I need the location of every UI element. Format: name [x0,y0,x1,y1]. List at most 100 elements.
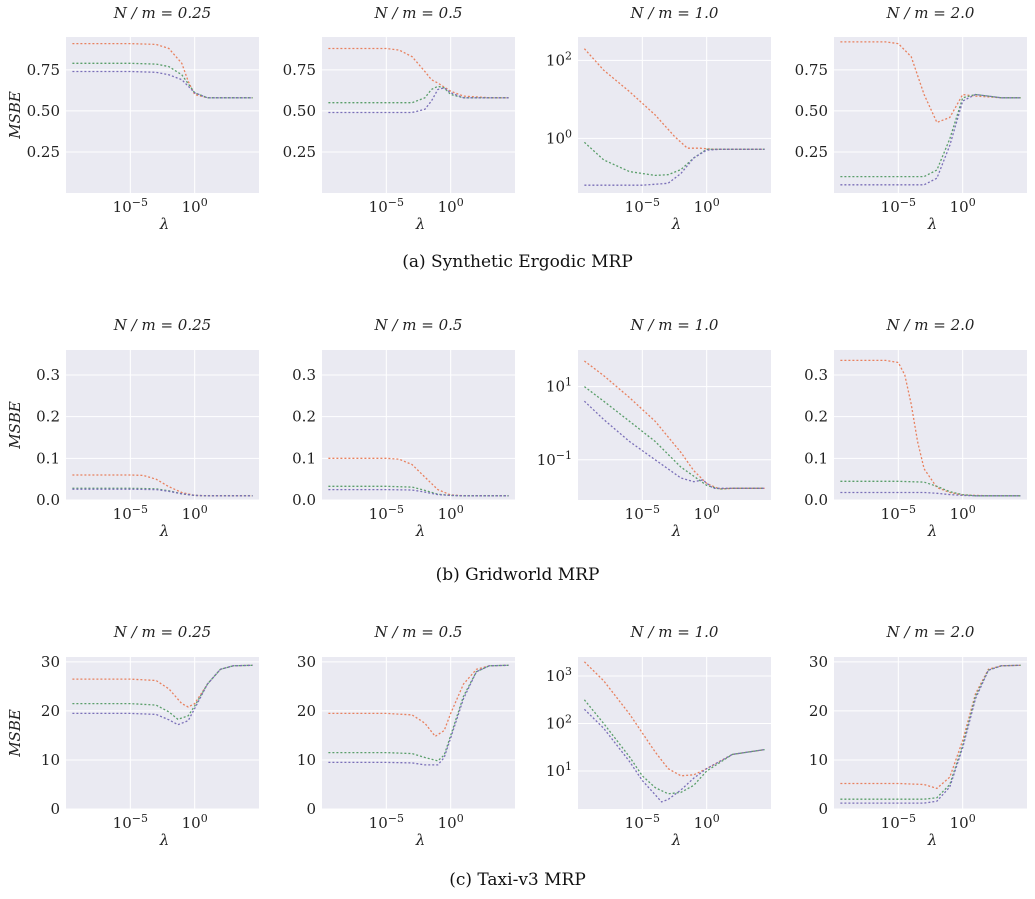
x-axis-label: λ [415,215,426,233]
plot-background [66,350,259,500]
y-tick-label: 0.25 [27,143,60,161]
panel-1-2: 10−5 100 10−1 101 N / m = 1.0 λ [537,316,771,540]
x-tick-label: 10−5 [625,503,660,523]
y-tick-label: 100 [546,127,572,147]
x-axis-label: λ [671,831,682,849]
x-axis-label: λ [159,215,170,233]
panel-title: N / m = 2.0 [886,316,975,334]
y-tick-label: 20 [809,702,828,720]
y-tick-label: 0.1 [804,449,828,467]
x-tick-label: 10−5 [369,503,404,523]
panel-2-2: 10−5 100 101 102 103 N / m = 1.0 λ [546,623,771,849]
x-axis-label: λ [415,831,426,849]
y-tick-label: 20 [41,702,60,720]
y-axis-label: MSBE [6,401,24,450]
x-tick-label: 100 [950,812,976,832]
plot-background [834,350,1027,500]
y-tick-label: 0.2 [804,408,828,426]
series-line [328,87,509,114]
panel-0-0: 10−5 100 0.25 0.50 0.75 N / m = 0.25 λ MSBE [6,4,259,233]
series-line [328,664,509,738]
series-line [583,400,765,489]
y-tick-label: 10 [41,751,60,769]
panel-title: N / m = 2.0 [886,623,975,641]
y-tick-label: 30 [41,653,60,671]
y-tick-label: 0.25 [283,143,316,161]
y-tick-label: 0.3 [36,366,60,384]
x-axis-label: λ [927,215,938,233]
y-tick-label: 0.75 [283,61,316,79]
x-tick-label: 100 [438,196,464,216]
x-tick-label: 10−5 [625,196,660,216]
x-axis-label: λ [671,522,682,540]
panel-title: N / m = 1.0 [630,623,719,641]
series-line [584,148,765,186]
panel-2-1: 10−5 100 0 10 20 30 N / m = 0.5 λ [297,623,515,849]
series-line [584,360,765,490]
plot-background [322,350,515,500]
y-tick-label: 0.50 [27,102,60,120]
y-tick-label: 0.0 [804,491,828,509]
panel-2-0: 10−5 100 0 10 20 30 N / m = 0.25 λ MSBE [6,623,259,849]
series-line [840,41,1021,124]
series-line [583,699,765,795]
x-tick-label: 10−5 [881,196,916,216]
y-tick-label: 10 [297,751,316,769]
series-line [72,62,253,99]
y-tick-label: 10 [809,751,828,769]
y-tick-label: 0.1 [292,449,316,467]
panel-1-0: 10−5 100 0.0 0.1 0.2 0.3 N / m = 0.25 λ MSBE [6,316,259,540]
y-tick-label: 0.1 [36,449,60,467]
series-line [583,661,765,777]
x-tick-label: 100 [438,503,464,523]
plot-background [578,350,771,500]
x-tick-label: 100 [182,196,208,216]
plot-background [66,37,259,193]
x-tick-label: 100 [438,812,464,832]
plot-background [66,657,259,809]
y-tick-label: 0.3 [292,366,316,384]
plot-background [322,37,515,193]
y-tick-label: 102 [546,713,572,733]
series-line [328,47,509,99]
panel-title: N / m = 0.5 [374,623,463,641]
x-tick-label: 10−5 [113,196,148,216]
y-tick-label: 0 [306,800,316,818]
y-tick-label: 0 [818,800,828,818]
y-axis-label: MSBE [6,709,24,758]
x-tick-label: 10−5 [881,812,916,832]
x-tick-label: 100 [182,503,208,523]
panel-0-2: 10−5 100 100 102 N / m = 1.0 λ [546,4,771,233]
plot-background [578,37,771,193]
plot-background [834,37,1027,193]
x-axis-label: λ [159,522,170,540]
y-tick-label: 103 [546,665,572,685]
y-tick-label: 0.2 [292,408,316,426]
plot-background [578,657,771,809]
y-tick-label: 0.75 [795,61,828,79]
y-tick-label: 101 [546,760,572,780]
panel-0-3: 10−5 100 0.25 0.50 0.75 N / m = 2.0 λ [795,4,1027,233]
y-tick-label: 0.25 [795,143,828,161]
y-tick-label: 0.50 [283,102,316,120]
y-tick-label: 102 [546,49,572,69]
x-tick-label: 100 [182,812,208,832]
panel-1-1: 10−5 100 0.0 0.1 0.2 0.3 N / m = 0.5 λ [292,316,515,540]
x-axis-label: λ [927,522,938,540]
panel-0-1: 10−5 100 0.25 0.50 0.75 N / m = 0.5 λ [283,4,515,233]
panel-title: N / m = 0.25 [113,623,211,641]
x-tick-label: 100 [694,503,720,523]
panel-title: N / m = 2.0 [886,4,975,22]
panel-title: N / m = 0.25 [113,316,211,334]
x-axis-label: λ [415,522,426,540]
y-tick-label: 30 [809,653,828,671]
x-tick-label: 10−5 [113,503,148,523]
series-line [328,664,509,762]
y-tick-label: 0.0 [292,491,316,509]
panel-title: N / m = 0.5 [374,4,463,22]
y-tick-label: 0.2 [36,408,60,426]
x-tick-label: 100 [950,503,976,523]
caption-a: (a) Synthetic Ergodic MRP [402,252,633,272]
x-tick-label: 10−5 [881,503,916,523]
